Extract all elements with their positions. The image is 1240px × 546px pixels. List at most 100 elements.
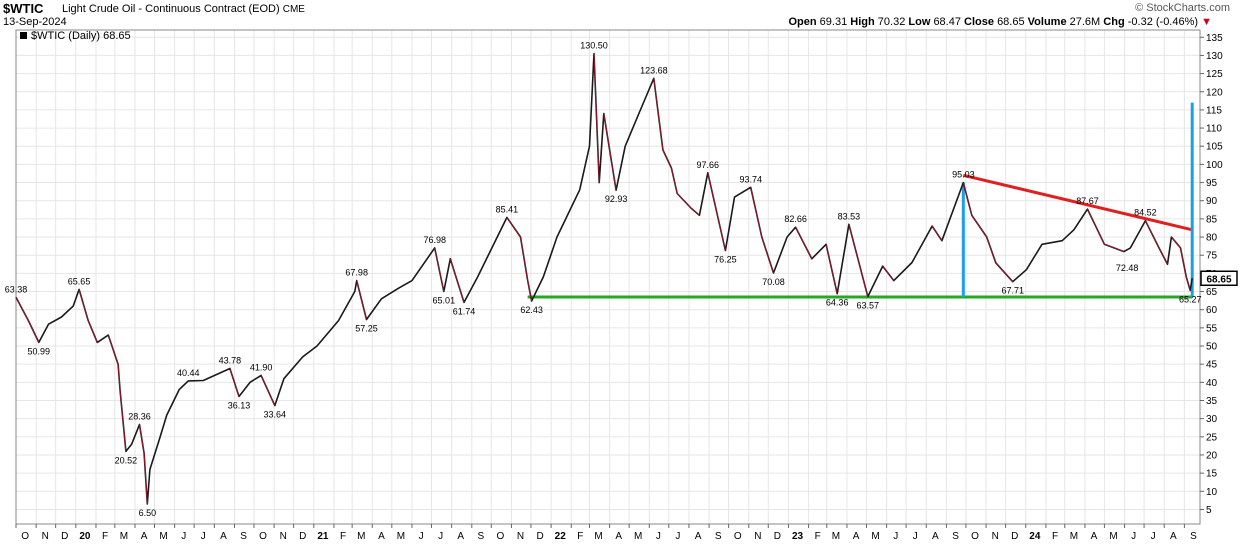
y-tick-label: 10 [1206,487,1218,498]
last-price-marker: 68.65 [1200,270,1238,287]
x-tick-label: S [715,531,722,542]
price-annotation: 63.57 [856,301,879,311]
y-tick-label: 65 [1206,287,1218,298]
down-segment [995,262,1014,282]
price-annotation: 130.50 [580,41,608,51]
down-segment [229,368,240,397]
high-label: High [850,16,875,28]
description-label: Light Crude Oil - Continuous Contract (E… [62,3,305,15]
price-annotation: 76.25 [714,254,737,264]
down-segment [848,224,869,297]
price-annotation: 93.74 [739,174,762,184]
price-annotation: 82.66 [784,214,807,224]
down-segment [87,320,98,343]
close-label: Close [964,16,994,28]
down-segment [356,280,367,320]
y-tick-label: 95 [1206,178,1218,189]
down-segment [527,280,532,302]
price-annotation: 83.53 [838,211,861,221]
down-segment [962,182,973,216]
price-annotation: 61.74 [453,306,476,316]
x-tick-label: J [656,531,661,542]
x-tick-label: 22 [555,531,567,542]
down-segment [260,375,276,406]
down-segment [15,297,29,321]
down-segment [603,113,617,191]
trendlines [527,102,1194,299]
chart-header: $WTIC Light Crude Oil - Continuous Contr… [0,0,1240,30]
x-tick-label: S [952,531,959,542]
x-tick-label: J [181,531,186,542]
y-tick-label: 105 [1206,142,1223,153]
x-tick-label: D [1011,531,1018,542]
x-tick-label: M [634,531,642,542]
x-tick-label: A [1091,531,1098,542]
x-tick-label: 23 [792,531,804,542]
close-value: 68.65 [997,16,1025,28]
brand-logo[interactable]: © StockCharts.com [1135,2,1230,14]
x-tick-label: S [478,531,485,542]
x-tick-label: F [340,531,346,542]
x-tick-label: F [815,531,821,542]
down-segment [117,364,121,390]
y-tick-label: 135 [1206,33,1223,44]
y-tick-label: 115 [1206,105,1222,116]
price-annotation: 65.65 [68,276,91,286]
down-segment [971,215,988,238]
price-annotation: 57.25 [355,323,378,333]
down-segment [1158,247,1168,265]
price-annotation: 67.71 [1001,286,1024,296]
grid [15,30,1200,524]
legend-swatch [20,32,27,39]
x-tick-label: D [774,531,781,542]
low-value: 68.47 [933,16,961,28]
symbol-label: $WTIC [3,1,44,16]
price-series [15,52,1193,505]
price-annotation: 72.48 [1116,263,1139,273]
low-label: Low [908,16,931,28]
y-tick-label: 75 [1206,251,1218,262]
x-tick-label: J [675,531,680,542]
x-tick-label: A [378,531,385,542]
x-tick-label: A [457,531,464,542]
price-annotation: 6.50 [139,508,157,518]
x-tick-label: A [615,531,622,542]
down-segment [1185,276,1191,291]
down-segment [761,236,774,274]
down-segment [107,334,119,365]
x-tick-label: J [201,531,206,542]
y-tick-label: 110 [1206,124,1222,135]
legend-text: $WTIC (Daily) 68.65 [31,30,131,42]
x-tick-label: F [1052,531,1058,542]
chg-value: -0.32 (-0.46%) [1127,16,1199,28]
y-tick-label: 90 [1206,196,1218,207]
x-tick-label: A [1170,531,1177,542]
x-tick-label: 20 [79,531,91,542]
x-tick-label: N [754,531,761,542]
down-segment [690,207,700,216]
x-tick-label: J [419,531,424,542]
x-tick-label: N [517,531,524,542]
down-segment [449,258,465,303]
price-annotation: 36.13 [228,401,251,411]
x-tick-label: O [971,531,979,542]
x-tick-label: A [932,531,939,542]
price-annotation: 84.52 [1134,208,1157,218]
x-tick-label: S [240,531,247,542]
price-annotation: 33.64 [264,410,287,420]
x-tick-label: J [1151,531,1156,542]
down-segment [931,225,943,241]
x-tick-label: M [397,531,405,542]
down-segment [520,236,529,281]
last-price-value: 68.65 [1206,274,1231,285]
y-axis: 5101520253035404550556065707580859095100… [1200,33,1223,516]
y-tick-label: 50 [1206,342,1218,353]
y-tick-label: 40 [1206,378,1218,389]
down-segment [825,244,838,294]
x-tick-label: 21 [317,531,329,542]
price-annotation: 65.01 [433,296,456,306]
chg-down-icon: ▼ [1201,16,1212,28]
price-annotation: 87.67 [1076,196,1099,206]
y-tick-label: 25 [1206,432,1218,443]
